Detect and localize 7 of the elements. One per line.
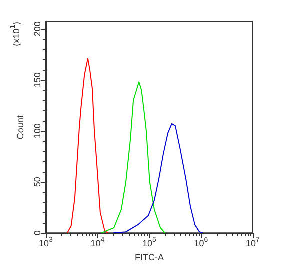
y-axis-title: Count <box>16 115 26 140</box>
y-tick-label: 50 <box>32 177 42 188</box>
y-tick-label: 100 <box>32 124 42 139</box>
x-axis-title: FITC-A <box>134 252 164 262</box>
y-tick-label: 150 <box>32 72 42 88</box>
y-tick-label: 200 <box>32 22 42 37</box>
y-tick-label: 0 <box>32 230 42 236</box>
